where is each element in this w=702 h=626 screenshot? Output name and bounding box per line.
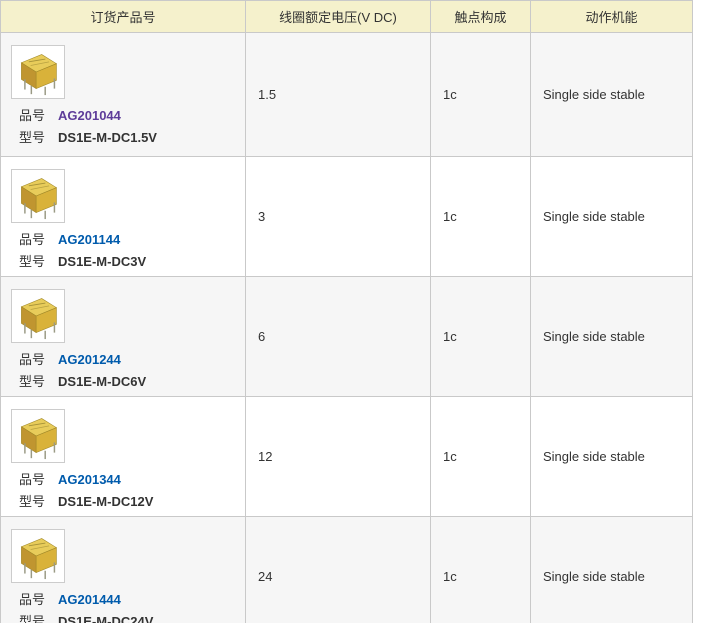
header-coil-voltage: 线圈额定电压(V DC) <box>245 0 431 33</box>
relay-photo-icon <box>11 289 65 343</box>
header-part-number: 订货产品号 <box>0 0 246 33</box>
operating-function-value: Single side stable <box>530 276 693 397</box>
table-row: 品号 AG201144 型号 DS1E-M-DC3V 3 1c Single s… <box>0 156 693 277</box>
part-number-label: 品号 <box>19 232 46 247</box>
contact-arrangement-value: 1c <box>430 396 531 517</box>
model-number-label: 型号 <box>19 254 46 269</box>
coil-voltage-value: 12 <box>245 396 431 517</box>
model-number-value: DS1E-M-DC1.5V <box>58 130 157 145</box>
operating-function-value: Single side stable <box>530 32 693 157</box>
relay-photo-icon <box>11 45 65 99</box>
table-row: 品号 AG201044 型号 DS1E-M-DC1.5V 1.5 1c Sing… <box>0 32 693 157</box>
model-number-label: 型号 <box>19 614 46 623</box>
contact-arrangement-value: 1c <box>430 156 531 277</box>
part-number-line: 品号 AG201344 <box>19 472 235 487</box>
model-number-line: 型号 DS1E-M-DC12V <box>19 494 235 509</box>
model-number-value: DS1E-M-DC3V <box>58 254 147 269</box>
part-number-line: 品号 AG201044 <box>19 108 235 123</box>
part-number-label: 品号 <box>19 592 46 607</box>
part-number-line: 品号 AG201444 <box>19 592 235 607</box>
part-number-label: 品号 <box>19 108 46 123</box>
contact-arrangement-value: 1c <box>430 276 531 397</box>
operating-function-value: Single side stable <box>530 396 693 517</box>
model-number-line: 型号 DS1E-M-DC3V <box>19 254 235 269</box>
table-row: 品号 AG201444 型号 DS1E-M-DC24V 24 1c Single… <box>0 516 693 623</box>
model-number-line: 型号 DS1E-M-DC24V <box>19 614 235 623</box>
part-number-link[interactable]: AG201144 <box>58 232 121 247</box>
header-operating-function: 动作机能 <box>530 0 693 33</box>
model-number-line: 型号 DS1E-M-DC6V <box>19 374 235 389</box>
product-cell: 品号 AG201244 型号 DS1E-M-DC6V <box>0 276 246 397</box>
coil-voltage-value: 3 <box>245 156 431 277</box>
coil-voltage-value: 1.5 <box>245 32 431 157</box>
relay-photo-icon <box>11 169 65 223</box>
header-contact-arrangement: 触点构成 <box>430 0 531 33</box>
part-number-link[interactable]: AG201344 <box>58 472 121 487</box>
model-number-line: 型号 DS1E-M-DC1.5V <box>19 130 235 145</box>
contact-arrangement-value: 1c <box>430 32 531 157</box>
model-number-label: 型号 <box>19 130 46 145</box>
operating-function-value: Single side stable <box>530 156 693 277</box>
relay-photo-icon <box>11 409 65 463</box>
contact-arrangement-value: 1c <box>430 516 531 623</box>
product-cell: 品号 AG201044 型号 DS1E-M-DC1.5V <box>0 32 246 157</box>
operating-function-value: Single side stable <box>530 516 693 623</box>
coil-voltage-value: 6 <box>245 276 431 397</box>
coil-voltage-value: 24 <box>245 516 431 623</box>
header-row: 订货产品号 线圈额定电压(V DC) 触点构成 动作机能 <box>0 0 693 33</box>
relay-photo-icon <box>11 529 65 583</box>
part-number-line: 品号 AG201144 <box>19 232 235 247</box>
part-number-link[interactable]: AG201244 <box>58 352 121 367</box>
model-number-value: DS1E-M-DC24V <box>58 614 154 623</box>
model-number-value: DS1E-M-DC12V <box>58 494 154 509</box>
product-cell: 品号 AG201144 型号 DS1E-M-DC3V <box>0 156 246 277</box>
model-number-label: 型号 <box>19 374 46 389</box>
product-cell: 品号 AG201344 型号 DS1E-M-DC12V <box>0 396 246 517</box>
part-number-link[interactable]: AG201044 <box>58 108 121 123</box>
part-number-label: 品号 <box>19 352 46 367</box>
table-row: 品号 AG201344 型号 DS1E-M-DC12V 12 1c Single… <box>0 396 693 517</box>
table-row: 品号 AG201244 型号 DS1E-M-DC6V 6 1c Single s… <box>0 276 693 397</box>
model-number-value: DS1E-M-DC6V <box>58 374 147 389</box>
part-number-line: 品号 AG201244 <box>19 352 235 367</box>
part-number-link[interactable]: AG201444 <box>58 592 121 607</box>
model-number-label: 型号 <box>19 494 46 509</box>
part-number-label: 品号 <box>19 472 46 487</box>
product-cell: 品号 AG201444 型号 DS1E-M-DC24V <box>0 516 246 623</box>
